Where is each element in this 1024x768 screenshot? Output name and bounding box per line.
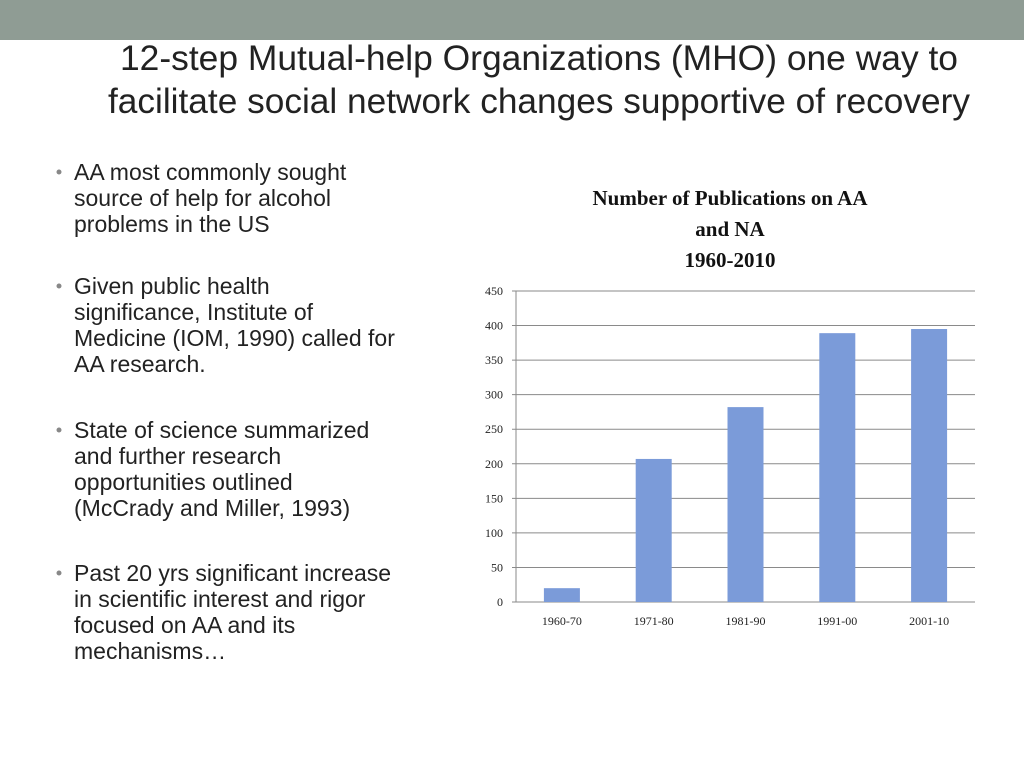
y-tick-label: 200 xyxy=(485,457,503,471)
bullet-text: State of science summarized xyxy=(74,417,369,443)
y-tick-label: 300 xyxy=(485,388,503,402)
bullet-text: AA research. xyxy=(74,351,206,377)
bullet-text: problems in the US xyxy=(74,211,270,237)
bullet-text: Given public health xyxy=(74,273,270,299)
header-band xyxy=(0,0,1024,40)
bullet-text: in scientific interest and rigor xyxy=(74,586,366,612)
bullet-text: significance, Institute of xyxy=(74,299,314,325)
bar xyxy=(543,588,580,602)
x-tick-label: 1960-70 xyxy=(542,614,582,628)
y-tick-label: 0 xyxy=(497,595,503,609)
x-tick-label: 1971-80 xyxy=(634,614,674,628)
slide-title: facilitate social network changes suppor… xyxy=(108,82,970,121)
bullet-dot xyxy=(56,427,62,433)
chart-title: Number of Publications on AA xyxy=(593,186,869,210)
bullet-text: and further research xyxy=(74,443,281,469)
bullet-text: mechanisms… xyxy=(74,638,226,664)
chart-title: 1960-2010 xyxy=(685,248,776,272)
bar xyxy=(635,458,672,602)
y-tick-label: 250 xyxy=(485,422,503,436)
y-tick-label: 350 xyxy=(485,353,503,367)
y-tick-label: 450 xyxy=(485,284,503,298)
bullet-dot xyxy=(56,283,62,289)
y-tick-label: 400 xyxy=(485,319,503,333)
y-tick-label: 100 xyxy=(485,526,503,540)
bullet-dot xyxy=(56,169,62,175)
y-tick-label: 50 xyxy=(491,560,503,574)
x-tick-label: 2001-10 xyxy=(909,614,949,628)
chart-title: and NA xyxy=(695,217,765,241)
bar xyxy=(819,333,856,602)
bar xyxy=(727,407,764,602)
bullet-text: opportunities outlined xyxy=(74,469,293,495)
bullet-text: focused on AA and its xyxy=(74,612,295,638)
bullet-text: (McCrady and Miller, 1993) xyxy=(74,495,350,521)
bullet-dot xyxy=(56,570,62,576)
bullet-text: Past 20 yrs significant increase xyxy=(74,560,391,586)
x-tick-label: 1991-00 xyxy=(817,614,857,628)
bullet-text: Medicine (IOM, 1990) called for xyxy=(74,325,395,351)
bullet-text: source of help for alcohol xyxy=(74,185,331,211)
bar xyxy=(911,329,948,602)
bullet-text: AA most commonly sought xyxy=(74,159,347,185)
slide-title: 12-step Mutual-help Organizations (MHO) … xyxy=(120,39,958,78)
x-tick-label: 1981-90 xyxy=(726,614,766,628)
y-tick-label: 150 xyxy=(485,491,503,505)
